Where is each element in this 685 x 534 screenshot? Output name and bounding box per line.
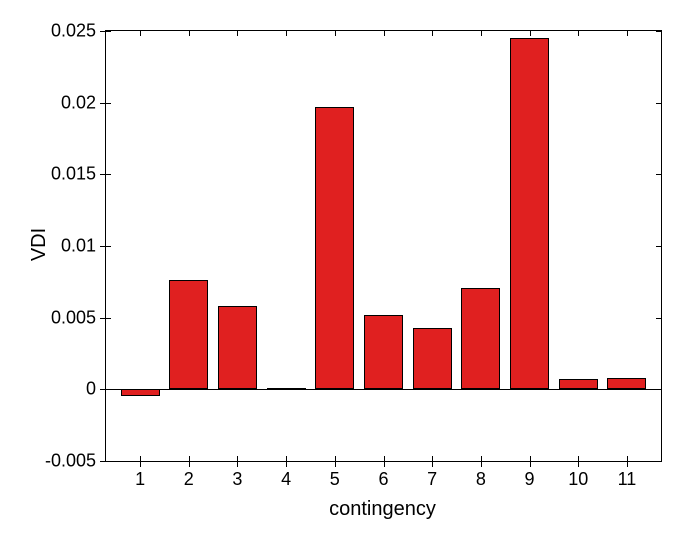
x-tick-label: 1 <box>135 461 145 490</box>
x-tick-label: 10 <box>568 461 588 490</box>
x-tick-inner-top <box>384 31 385 36</box>
plot-area: -0.00500.0050.010.0150.020.0251234567891… <box>105 30 662 462</box>
figure: -0.005 0 0.005 0.01 0.015 0.02 0.025 1 2 3 4 5 6 7 8 9 1… <box>0 0 685 534</box>
x-tick-inner-top <box>140 31 141 36</box>
y-tick-label: 0.02 <box>61 92 106 113</box>
y-tick-label: 0.025 <box>51 21 106 42</box>
y-tick-inner <box>106 461 111 462</box>
x-tick-inner-top <box>286 31 287 36</box>
y-tick-inner <box>106 318 111 319</box>
x-tick-label: 11 <box>618 461 637 490</box>
y-tick-inner <box>106 31 111 32</box>
bar <box>413 328 452 390</box>
x-tick-label: 3 <box>232 461 242 490</box>
y-tick-label: 0.015 <box>51 164 106 185</box>
x-tick-inner-top <box>189 31 190 36</box>
bar <box>169 280 208 389</box>
y-tick-inner-right <box>656 31 661 32</box>
bar <box>267 388 306 390</box>
y-tick-inner-right <box>656 389 661 390</box>
x-tick-label: 2 <box>184 461 194 490</box>
x-tick-inner-top <box>237 31 238 36</box>
y-tick-inner-right <box>656 174 661 175</box>
x-tick-label: 4 <box>281 461 291 490</box>
y-tick-inner <box>106 174 111 175</box>
x-tick-inner-top <box>530 31 531 36</box>
x-tick-label: 6 <box>378 461 388 490</box>
zero-line <box>106 389 661 390</box>
bar <box>364 315 403 390</box>
y-tick-label: 0.005 <box>51 307 106 328</box>
y-tick-inner-right <box>656 246 661 247</box>
x-tick-label: 9 <box>525 461 535 490</box>
y-tick-label: -0.005 <box>45 451 106 472</box>
y-tick-inner <box>106 389 111 390</box>
y-axis-label: VDI <box>28 228 51 261</box>
bar <box>510 38 549 389</box>
x-tick-inner-top <box>578 31 579 36</box>
x-tick-label: 5 <box>330 461 340 490</box>
x-tick-inner-top <box>335 31 336 36</box>
x-tick-inner-top <box>481 31 482 36</box>
y-tick-inner-right <box>656 103 661 104</box>
y-tick-label: 0 <box>86 379 106 400</box>
x-tick-inner-top <box>432 31 433 36</box>
x-axis-label: contingency <box>329 498 436 521</box>
bar <box>461 288 500 390</box>
y-tick-label: 0.01 <box>61 236 106 257</box>
x-tick-inner-top <box>627 31 628 36</box>
bar <box>315 107 354 389</box>
y-tick-inner-right <box>656 318 661 319</box>
bar <box>218 306 257 389</box>
y-tick-inner-right <box>656 461 661 462</box>
y-tick-inner <box>106 103 111 104</box>
x-tick-label: 8 <box>476 461 486 490</box>
bar <box>559 379 598 389</box>
bar <box>121 389 160 396</box>
x-tick-label: 7 <box>427 461 437 490</box>
y-tick-inner <box>106 246 111 247</box>
bar <box>607 378 646 389</box>
